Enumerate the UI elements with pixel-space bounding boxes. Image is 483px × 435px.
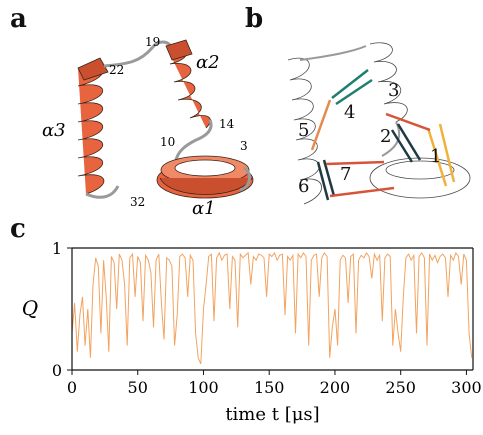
contact-7-line-b <box>325 160 385 166</box>
contact-label-1: 1 <box>430 146 441 167</box>
contact-label-7: 7 <box>340 164 351 185</box>
contact-2-line <box>390 129 414 163</box>
contact-label-4: 4 <box>344 102 355 123</box>
structure-figures: α3 α2 α1 19 22 10 14 3 32 1 2 3 4 5 6 7 <box>42 35 471 219</box>
residue-label-3: 3 <box>240 139 248 153</box>
x-axis-label: time t [μs] <box>225 404 319 425</box>
helix-label-alpha1: α1 <box>192 198 216 219</box>
loop-14-10 <box>174 119 213 161</box>
contact-5-line <box>310 99 332 151</box>
contact-1-line-b <box>426 127 448 187</box>
plot-area <box>71 251 473 365</box>
panel-label-a: a <box>10 4 27 34</box>
protein-cartoon-b <box>287 42 471 205</box>
protein-cartoon-a <box>77 39 254 199</box>
contact-label-6: 6 <box>298 176 309 197</box>
x-tick-label: 0 <box>67 378 77 397</box>
x-tick-label: 250 <box>385 378 416 397</box>
residue-label-14: 14 <box>219 117 235 131</box>
q-trajectory-chart: 0 50 100 150 200 250 300 01 time t [μs] Q <box>22 239 482 425</box>
contact-label-2: 2 <box>380 126 391 147</box>
y-ticks: 01 <box>52 239 72 380</box>
helix-alpha3 <box>77 57 109 195</box>
contact-label-5: 5 <box>298 120 309 141</box>
residue-label-19: 19 <box>145 35 160 49</box>
contact-label-3: 3 <box>388 80 399 101</box>
x-tick-label: 150 <box>254 378 285 397</box>
y-tick-label: 1 <box>52 239 62 258</box>
x-tick-label: 100 <box>188 378 219 397</box>
y-tick-label: 0 <box>52 361 62 380</box>
contact-4-line <box>331 69 369 99</box>
contact-lines <box>310 69 456 201</box>
tail-3 <box>239 166 251 192</box>
x-tick-label: 200 <box>320 378 351 397</box>
helix-label-alpha3: α3 <box>42 120 66 141</box>
x-tick-label: 50 <box>128 378 148 397</box>
contact-1-line <box>438 123 456 183</box>
q-series-line <box>71 251 473 365</box>
contact-7-line <box>329 186 395 198</box>
panel-label-c: c <box>10 214 26 244</box>
residue-label-22: 22 <box>109 63 124 77</box>
loop-22-19 <box>103 40 174 68</box>
tail-32 <box>85 185 120 199</box>
x-ticks: 0 50 100 150 200 250 300 <box>67 370 482 397</box>
x-tick-label: 300 <box>451 378 482 397</box>
contact-6-line <box>316 161 330 201</box>
contact-6-line-b <box>322 159 336 197</box>
panel-label-b: b <box>245 4 264 34</box>
helix-alpha2 <box>165 39 211 129</box>
contact-4-line-b <box>335 78 373 106</box>
contact-2-line-b <box>396 123 422 161</box>
helix-label-alpha2: α2 <box>196 52 220 73</box>
residue-label-32: 32 <box>130 195 145 209</box>
residue-label-10: 10 <box>160 135 175 149</box>
y-axis-label: Q <box>22 296 38 320</box>
helix-alpha1 <box>156 155 254 199</box>
contact-3-line <box>385 112 431 132</box>
